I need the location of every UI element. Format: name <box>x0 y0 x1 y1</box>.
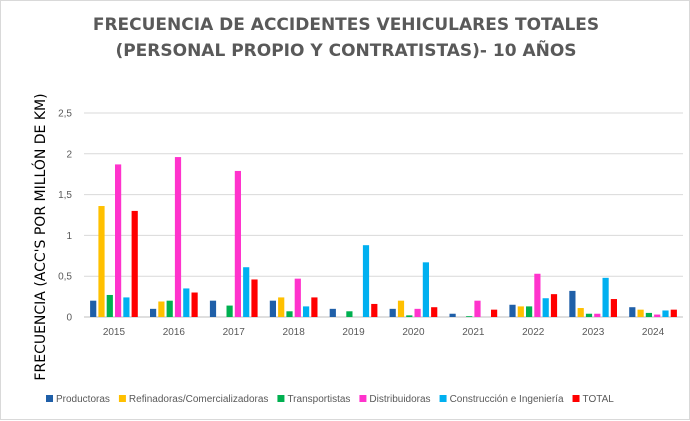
bar-2019-4 <box>362 245 370 317</box>
x-tick-label: 2019 <box>342 327 365 338</box>
bar-2023-2 <box>585 313 593 317</box>
y-tick-label: 1 <box>66 231 72 242</box>
x-tick-label: 2024 <box>642 327 665 338</box>
legend-label: Distribuidoras <box>369 394 430 405</box>
grid-layer <box>84 112 683 318</box>
bar-2020-3 <box>414 308 421 317</box>
bar-2023-3 <box>594 313 601 317</box>
legend-label: Transportistas <box>287 394 350 405</box>
x-tick-label: 2017 <box>223 327 246 338</box>
bar-2024-1 <box>637 309 644 317</box>
legend-swatch <box>359 395 367 402</box>
bar-2019-5 <box>371 303 378 317</box>
bar-2024-4 <box>662 310 669 317</box>
bar-2017-4 <box>243 267 250 317</box>
y-tick-label: 0,5 <box>58 272 72 283</box>
bar-2015-0 <box>90 300 97 317</box>
bars-layer <box>90 157 677 317</box>
legend-swatch <box>118 395 126 402</box>
legend-swatch <box>572 395 580 402</box>
y-tick-label: 0 <box>66 313 72 324</box>
bar-2024-0 <box>629 307 636 317</box>
bar-2023-5 <box>610 299 617 317</box>
bar-2018-4 <box>303 306 310 317</box>
bar-2016-5 <box>191 292 198 317</box>
chart-title-line-2: (PERSONAL PROPIO Y CONTRATISTAS)- 10 AÑO… <box>115 38 576 61</box>
bar-2020-1 <box>397 300 405 317</box>
bar-2018-2 <box>286 311 293 317</box>
bar-2022-1 <box>517 306 524 317</box>
bar-2022-4 <box>542 298 549 317</box>
bar-2016-4 <box>183 288 190 317</box>
y-tick-label: 2,5 <box>58 109 72 120</box>
bar-2020-5 <box>431 307 438 317</box>
bar-2020-2 <box>406 315 413 317</box>
x-tick-label: 2016 <box>163 327 186 338</box>
bar-2016-0 <box>150 308 157 317</box>
bar-2015-5 <box>131 210 138 317</box>
bar-2020-4 <box>422 262 429 317</box>
bar-2018-5 <box>311 297 318 317</box>
bar-2018-1 <box>278 297 285 317</box>
bar-2018-0 <box>269 300 276 317</box>
bar-2019-0 <box>329 308 336 317</box>
bar-2015-4 <box>123 297 130 317</box>
bar-2022-3 <box>534 273 541 317</box>
x-tick-label: 2020 <box>402 327 425 338</box>
bar-2023-1 <box>577 308 584 317</box>
x-tick-label: 2018 <box>283 327 306 338</box>
bar-2017-2 <box>226 305 233 317</box>
bar-2023-0 <box>569 290 576 317</box>
bar-2015-3 <box>115 164 122 317</box>
bar-2018-3 <box>294 278 301 317</box>
legend-swatch <box>277 395 285 402</box>
y-axis-label: FRECUENCIA (ACC'S POR MILLÓN DE KM) <box>31 93 49 380</box>
bar-2015-2 <box>106 294 113 317</box>
y-tick-label: 1,5 <box>58 190 72 201</box>
ticks-layer: 0 0,5 1 1,5 2 2,5 2015 2016 2017 2018 2019 2020 2021… <box>58 109 665 339</box>
chart-title-line-1: FRECUENCIA DE ACCIDENTES VEHICULARES TOT… <box>93 15 599 35</box>
x-tick-label: 2022 <box>522 327 545 338</box>
bar-2021-3 <box>474 300 481 317</box>
bar-2021-0 <box>449 313 456 317</box>
bar-2023-4 <box>602 277 609 317</box>
bar-2016-1 <box>158 301 165 317</box>
bar-2021-2 <box>466 316 473 317</box>
legend-label: TOTAL <box>583 394 615 405</box>
x-tick-label: 2021 <box>462 327 485 338</box>
bar-2017-0 <box>209 300 217 317</box>
y-tick-label: 2 <box>66 149 72 160</box>
bar-2017-5 <box>251 279 258 317</box>
bar-2019-2 <box>346 311 353 317</box>
bar-2022-5 <box>550 294 558 317</box>
bar-2024-3 <box>654 314 661 317</box>
bar-2024-5 <box>670 309 677 317</box>
bar-2024-2 <box>645 312 652 317</box>
bar-2020-0 <box>389 308 396 317</box>
bar-2015-1 <box>98 206 105 317</box>
bar-2017-3 <box>234 170 241 317</box>
legend-swatch <box>439 395 447 402</box>
legend-label: Construcción e Ingeniería <box>450 394 564 405</box>
bar-2022-0 <box>509 304 516 317</box>
bar-2022-2 <box>526 306 533 317</box>
x-tick-label: 2015 <box>103 327 126 338</box>
bar-2021-5 <box>491 309 498 317</box>
bar-2016-3 <box>174 157 182 317</box>
x-tick-label: 2023 <box>582 327 605 338</box>
legend-swatch <box>46 395 53 402</box>
bar-2016-2 <box>166 300 173 317</box>
legend: Productoras Refinadoras/Comercializadoras… <box>46 394 614 405</box>
legend-label: Refinadoras/Comercializadoras <box>129 394 269 405</box>
legend-label: Productoras <box>56 394 110 405</box>
